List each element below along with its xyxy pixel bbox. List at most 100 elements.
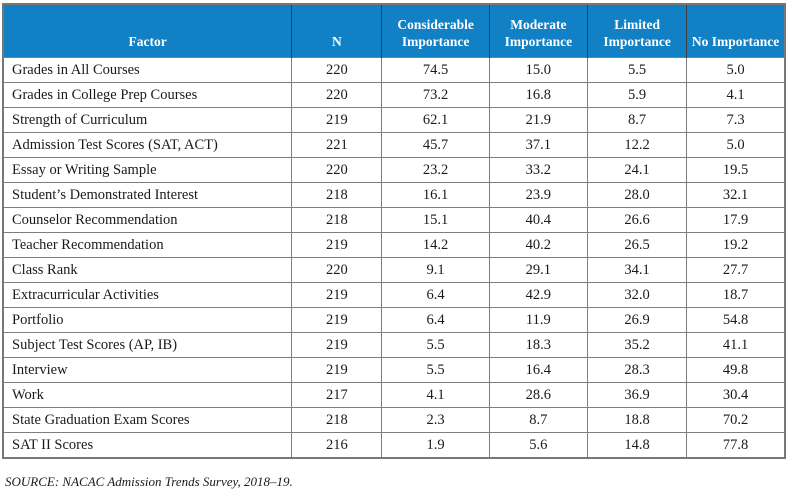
considerable-importance-cell: 9.1 — [381, 257, 490, 283]
limited-importance-cell: 26.9 — [586, 307, 687, 333]
factor-cell: Class Rank — [3, 257, 292, 283]
moderate-importance-cell: 21.9 — [488, 107, 588, 133]
limited-importance-cell: 32.0 — [586, 282, 687, 308]
factor-cell: SAT II Scores — [3, 432, 292, 458]
table-row: Student’s Demonstrated Interest 218 16.1… — [3, 182, 785, 208]
no-importance-cell: 27.7 — [686, 257, 785, 283]
factor-cell: Grades in College Prep Courses — [3, 82, 292, 108]
n-cell: 219 — [291, 232, 382, 258]
table-row: Essay or Writing Sample 220 23.2 33.2 24… — [3, 157, 785, 183]
limited-importance-cell: 34.1 — [586, 257, 687, 283]
factor-cell: Counselor Recommendation — [3, 207, 292, 233]
no-importance-cell: 17.9 — [686, 207, 785, 233]
table-header: Factor N Considerable Importance Moderat… — [3, 4, 785, 58]
column-header-factor: Factor — [3, 4, 292, 58]
considerable-importance-cell: 16.1 — [381, 182, 490, 208]
table-row: Counselor Recommendation 218 15.1 40.4 2… — [3, 207, 785, 233]
table-row: Work 217 4.1 28.6 36.9 30.4 — [3, 382, 785, 408]
considerable-importance-cell: 2.3 — [381, 407, 490, 433]
admission-factors-table: Factor N Considerable Importance Moderat… — [2, 3, 786, 459]
no-importance-cell: 70.2 — [686, 407, 785, 433]
considerable-importance-cell: 15.1 — [381, 207, 490, 233]
factor-cell: Subject Test Scores (AP, IB) — [3, 332, 292, 358]
no-importance-cell: 19.5 — [686, 157, 785, 183]
table-row: Portfolio 219 6.4 11.9 26.9 54.8 — [3, 307, 785, 333]
factor-cell: State Graduation Exam Scores — [3, 407, 292, 433]
limited-importance-cell: 28.0 — [586, 182, 687, 208]
considerable-importance-cell: 14.2 — [381, 232, 490, 258]
limited-importance-cell: 26.5 — [586, 232, 687, 258]
moderate-importance-cell: 28.6 — [488, 382, 588, 408]
considerable-importance-cell: 6.4 — [381, 282, 490, 308]
no-importance-cell: 5.0 — [686, 57, 785, 83]
n-cell: 218 — [291, 407, 382, 433]
limited-importance-cell: 35.2 — [586, 332, 687, 358]
moderate-importance-cell: 40.2 — [488, 232, 588, 258]
factor-cell: Grades in All Courses — [3, 57, 292, 83]
n-cell: 219 — [291, 307, 382, 333]
n-cell: 220 — [291, 82, 382, 108]
no-importance-cell: 32.1 — [686, 182, 785, 208]
limited-importance-cell: 12.2 — [586, 132, 687, 158]
n-cell: 218 — [291, 182, 382, 208]
n-cell: 217 — [291, 382, 382, 408]
moderate-importance-cell: 33.2 — [488, 157, 588, 183]
table-row: Extracurricular Activities 219 6.4 42.9 … — [3, 282, 785, 308]
considerable-importance-cell: 23.2 — [381, 157, 490, 183]
considerable-importance-cell: 5.5 — [381, 357, 490, 383]
limited-importance-cell: 5.5 — [586, 57, 687, 83]
no-importance-cell: 77.8 — [686, 432, 785, 458]
column-header-considerable-importance: Considerable Importance — [381, 4, 490, 58]
moderate-importance-cell: 40.4 — [488, 207, 588, 233]
considerable-importance-cell: 62.1 — [381, 107, 490, 133]
table-row: Subject Test Scores (AP, IB) 219 5.5 18.… — [3, 332, 785, 358]
n-cell: 219 — [291, 357, 382, 383]
limited-importance-cell: 18.8 — [586, 407, 687, 433]
table-row: Strength of Curriculum 219 62.1 21.9 8.7… — [3, 107, 785, 133]
limited-importance-cell: 14.8 — [586, 432, 687, 458]
no-importance-cell: 49.8 — [686, 357, 785, 383]
no-importance-cell: 19.2 — [686, 232, 785, 258]
no-importance-cell: 5.0 — [686, 132, 785, 158]
table-row: SAT II Scores 216 1.9 5.6 14.8 77.8 — [3, 432, 785, 458]
considerable-importance-cell: 73.2 — [381, 82, 490, 108]
n-cell: 216 — [291, 432, 382, 458]
n-cell: 220 — [291, 57, 382, 83]
moderate-importance-cell: 23.9 — [488, 182, 588, 208]
n-cell: 219 — [291, 332, 382, 358]
moderate-importance-cell: 37.1 — [488, 132, 588, 158]
n-cell: 219 — [291, 107, 382, 133]
table-row: Interview 219 5.5 16.4 28.3 49.8 — [3, 357, 785, 383]
considerable-importance-cell: 5.5 — [381, 332, 490, 358]
moderate-importance-cell: 16.8 — [488, 82, 588, 108]
no-importance-cell: 4.1 — [686, 82, 785, 108]
table-row: State Graduation Exam Scores 218 2.3 8.7… — [3, 407, 785, 433]
no-importance-cell: 30.4 — [686, 382, 785, 408]
no-importance-cell: 41.1 — [686, 332, 785, 358]
header-row: Factor N Considerable Importance Moderat… — [3, 4, 785, 58]
moderate-importance-cell: 18.3 — [488, 332, 588, 358]
n-cell: 218 — [291, 207, 382, 233]
limited-importance-cell: 28.3 — [586, 357, 687, 383]
limited-importance-cell: 36.9 — [586, 382, 687, 408]
considerable-importance-cell: 6.4 — [381, 307, 490, 333]
factor-cell: Interview — [3, 357, 292, 383]
column-header-moderate-importance: Moderate Importance — [488, 4, 588, 58]
factor-cell: Admission Test Scores (SAT, ACT) — [3, 132, 292, 158]
column-header-no-importance: No Importance — [686, 4, 785, 58]
n-cell: 219 — [291, 282, 382, 308]
considerable-importance-cell: 4.1 — [381, 382, 490, 408]
factor-cell: Strength of Curriculum — [3, 107, 292, 133]
column-header-limited-importance: Limited Importance — [586, 4, 687, 58]
considerable-importance-cell: 1.9 — [381, 432, 490, 458]
moderate-importance-cell: 42.9 — [488, 282, 588, 308]
moderate-importance-cell: 16.4 — [488, 357, 588, 383]
factor-cell: Student’s Demonstrated Interest — [3, 182, 292, 208]
no-importance-cell: 18.7 — [686, 282, 785, 308]
limited-importance-cell: 8.7 — [586, 107, 687, 133]
moderate-importance-cell: 29.1 — [488, 257, 588, 283]
factor-cell: Portfolio — [3, 307, 292, 333]
limited-importance-cell: 24.1 — [586, 157, 687, 183]
factor-cell: Essay or Writing Sample — [3, 157, 292, 183]
table-row: Class Rank 220 9.1 29.1 34.1 27.7 — [3, 257, 785, 283]
